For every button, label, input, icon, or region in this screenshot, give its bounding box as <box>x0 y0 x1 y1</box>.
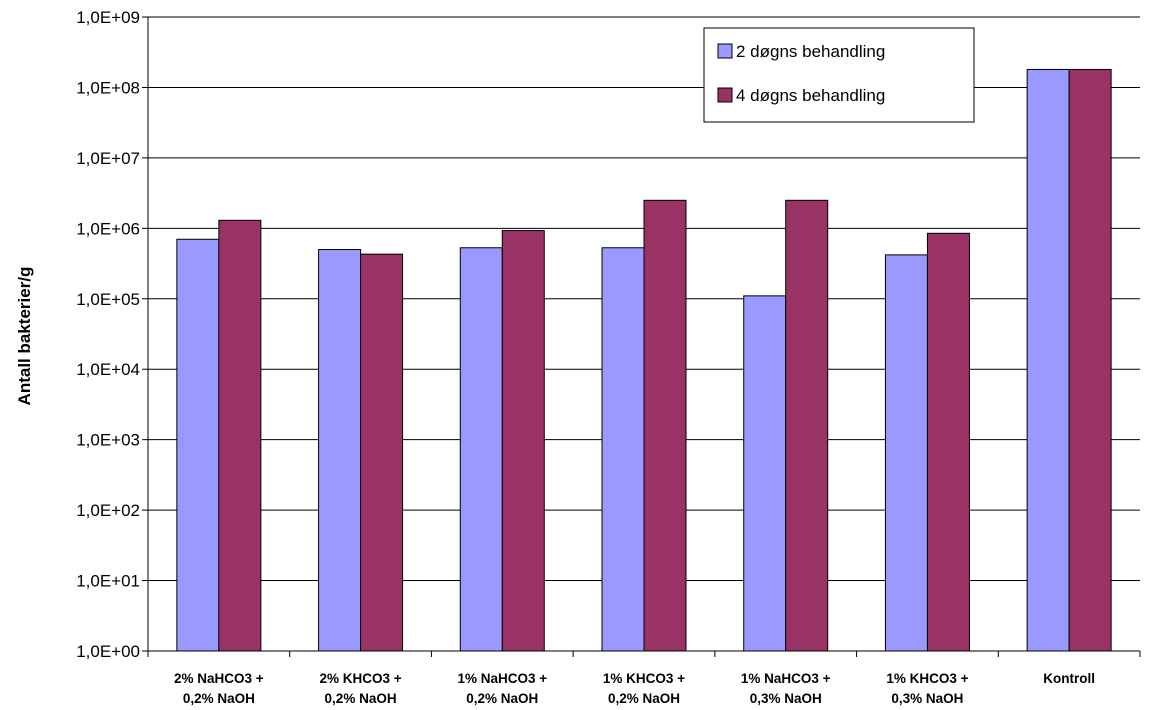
bar-4-dogns <box>1068 68 1112 652</box>
x-tick-label: 0,3% NaOH <box>750 691 822 706</box>
x-tick-label: 0,2% NaOH <box>325 691 397 706</box>
y-tick-label: 1,0E+04 <box>76 360 140 379</box>
x-tick-label: 1% NaHCO3 + <box>457 671 547 686</box>
x-tick-label: Kontroll <box>1043 671 1095 686</box>
x-tick-labels: 2% NaHCO3 + 0,2% NaOH 2% KHCO3 + 0,2% NaOH 1… <box>174 671 1095 706</box>
x-tick-label: 0,2% NaOH <box>183 691 255 706</box>
bar-4-dogns <box>218 219 262 652</box>
y-tick-label: 1,0E+03 <box>76 431 140 450</box>
bar-4-dogns <box>501 230 545 652</box>
bar-4-dogns <box>360 253 404 652</box>
y-tick-labels: 1,0E+00 1,0E+01 1,0E+02 1,0E+03 1,0E+04 1,0E+… <box>76 8 140 661</box>
bar-4-dogns <box>785 199 829 652</box>
y-tick-label: 1,0E+01 <box>76 572 140 591</box>
y-tick-label: 1,0E+07 <box>76 149 140 168</box>
legend-swatch <box>717 43 733 59</box>
bar-2-dogns <box>601 247 645 652</box>
bar-4-dogns <box>926 232 970 652</box>
legend-swatch <box>717 87 733 103</box>
bar-2-dogns <box>884 254 928 652</box>
bar-2-dogns <box>1026 68 1070 652</box>
bars <box>176 68 1112 652</box>
x-tick-label: 2% KHCO3 + <box>319 671 401 686</box>
x-tick-label: 1% NaHCO3 + <box>741 671 831 686</box>
y-tick-label: 1,0E+00 <box>76 642 140 661</box>
y-tick-label: 1,0E+06 <box>76 219 140 238</box>
x-tick-label: 1% KHCO3 + <box>603 671 685 686</box>
y-tick-label: 1,0E+05 <box>76 290 140 309</box>
y-tick-label: 1,0E+08 <box>76 78 140 97</box>
bar-2-dogns <box>743 295 787 652</box>
x-tick-label: 0,2% NaOH <box>466 691 538 706</box>
legend-box <box>703 27 975 123</box>
x-tick-label: 0,2% NaOH <box>608 691 680 706</box>
bar-2-dogns <box>318 249 362 652</box>
legend: 2 døgns behandling 4 døgns behandling <box>703 27 975 123</box>
x-tick-label: 0,3% NaOH <box>891 691 963 706</box>
bar-2-dogns <box>459 247 503 652</box>
axes <box>142 16 1141 657</box>
y-tick-label: 1,0E+09 <box>76 8 140 27</box>
y-axis-title: Antall bakterier/g <box>15 267 34 406</box>
y-tick-label: 1,0E+02 <box>76 501 140 520</box>
legend-label: 2 døgns behandling <box>736 42 885 61</box>
bar-4-dogns <box>643 199 687 652</box>
x-tick-label: 2% NaHCO3 + <box>174 671 264 686</box>
bar-2-dogns <box>176 238 220 652</box>
legend-label: 4 døgns behandling <box>736 86 885 105</box>
x-tick-label: 1% KHCO3 + <box>886 671 968 686</box>
